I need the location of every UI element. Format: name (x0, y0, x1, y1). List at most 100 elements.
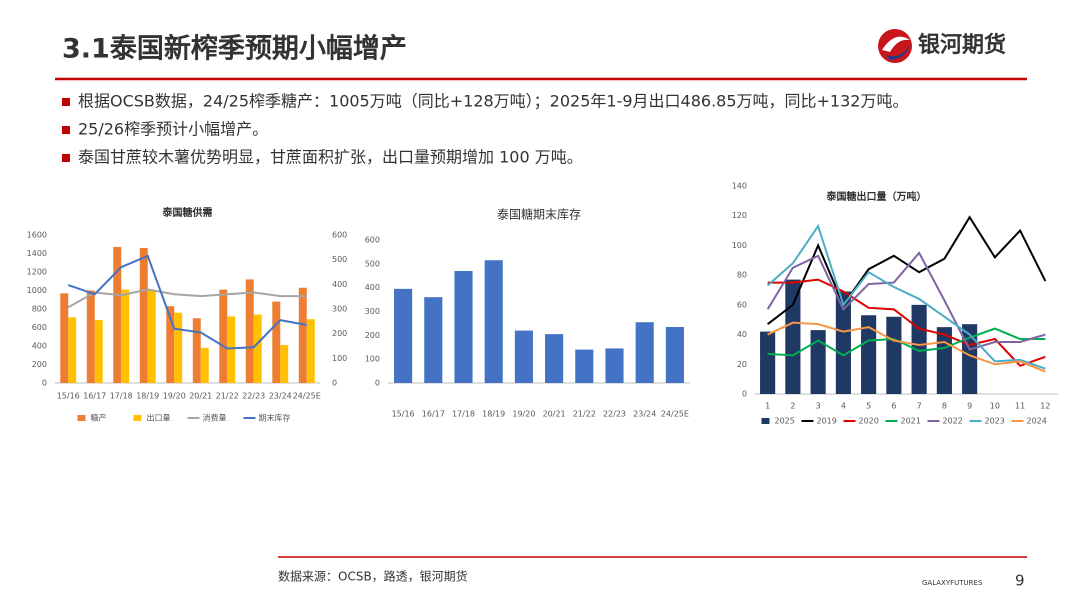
x-tick-label: 24/25E (293, 392, 321, 401)
x-tick-label: 15/16 (392, 410, 415, 419)
legend-swatch (761, 418, 770, 424)
bullet-list: 根据OCSB数据，24/25榨季糖产：1005万吨（同比+128万吨）；2025… (62, 92, 908, 167)
legend-label: 2023 (985, 417, 1005, 426)
legend-swatch (133, 415, 142, 421)
x-tick-label: 12 (1040, 402, 1050, 411)
bullet-marker (62, 154, 70, 162)
line-series (67, 288, 307, 309)
y-tick-label: 80 (737, 271, 747, 280)
x-tick-label: 24/25E (661, 410, 689, 419)
line-series (766, 223, 1046, 370)
bullet-text: 根据OCSB数据，24/25榨季糖产：1005万吨（同比+128万吨）；2025… (78, 92, 908, 111)
bar (911, 304, 927, 394)
x-tick-label: 22/23 (603, 410, 626, 419)
slide-title: 3.1泰国新榨季预期小幅增产 (62, 33, 407, 65)
bar (886, 316, 902, 394)
chart: 泰国糖期末库存 0 100 200 300 400 500 600 15/16 16/17 17/1… (365, 207, 690, 419)
bar (60, 293, 69, 383)
y-tick-label: 0 (742, 390, 747, 399)
bar (94, 320, 103, 383)
x-tick-label: 16/17 (422, 410, 445, 419)
bar (454, 270, 473, 383)
legend-swatch (77, 415, 86, 421)
legend-label: 出口量 (147, 413, 171, 423)
legend-label: 2024 (1027, 417, 1047, 426)
x-tick-label: 21/22 (216, 392, 239, 401)
x-tick-label: 7 (917, 402, 922, 411)
y-tick-label: 1200 (27, 268, 47, 277)
x-tick-label: 20/21 (543, 410, 566, 419)
y-tick-label: 800 (32, 305, 47, 314)
bar (394, 288, 413, 383)
bar (139, 247, 148, 383)
legend-label: 期末库存 (259, 413, 291, 423)
y-tick-label: 1400 (27, 249, 47, 258)
y2-tick-label: 300 (332, 305, 347, 314)
bar (200, 347, 209, 383)
y-tick-label: 600 (365, 236, 380, 245)
y-tick-label: 200 (32, 360, 47, 369)
x-tick-label: 18/19 (482, 410, 505, 419)
y2-tick-label: 0 (332, 379, 337, 388)
x-tick-label: 21/22 (573, 410, 596, 419)
legend-label: 2022 (943, 417, 963, 426)
bar (253, 314, 262, 383)
bar (810, 330, 826, 394)
legend-label: 2020 (859, 417, 879, 426)
y-tick-label: 140 (732, 182, 747, 191)
x-tick-label: 17/18 (110, 392, 133, 401)
line-series (767, 327, 1046, 357)
y-tick-label: 1000 (27, 286, 47, 295)
bar (298, 287, 307, 383)
line-series (767, 278, 1046, 367)
line-series (767, 215, 1047, 325)
y-tick-label: 500 (365, 259, 380, 268)
bullet-marker (62, 126, 70, 134)
logo-icon (878, 29, 912, 63)
bar (86, 290, 95, 383)
bar (192, 318, 201, 383)
source-note: 数据来源：OCSB，路透，银河期货 (278, 569, 468, 584)
y-tick-label: 400 (32, 342, 47, 351)
y-tick-label: 100 (365, 355, 380, 364)
x-tick-label: 9 (967, 402, 972, 411)
charts: 泰国糖供需02004006008001000120014001600010020… (27, 182, 1058, 426)
bar (424, 297, 443, 383)
bar (174, 312, 183, 383)
x-tick-label: 19/20 (163, 392, 186, 401)
x-tick-label: 22/23 (242, 392, 265, 401)
x-tick-label: 1 (765, 402, 770, 411)
bar (227, 316, 236, 383)
bar (605, 348, 624, 383)
x-tick-label: 3 (816, 402, 821, 411)
bullet-text: 泰国甘蔗较木薯优势明显，甘蔗面积扩张，出口量预期增加 100 万吨。 (78, 148, 583, 167)
bar (484, 260, 503, 383)
y2-tick-label: 400 (332, 280, 347, 289)
y2-tick-label: 600 (332, 231, 347, 240)
bar (635, 322, 654, 383)
y2-tick-label: 500 (332, 255, 347, 264)
y-tick-label: 120 (732, 211, 747, 220)
bar (245, 279, 254, 383)
y-tick-label: 100 (732, 241, 747, 250)
y-tick-label: 600 (32, 323, 47, 332)
chart-title: 泰国糖供需 (162, 206, 213, 219)
y-tick-label: 60 (737, 300, 747, 309)
logo-text: 银河期货 (918, 32, 1006, 58)
bar (68, 317, 77, 383)
chart: 泰国糖供需 0 200 400 600 800 1000 1200 1400 1600 0 100 20… (27, 206, 348, 423)
bar (665, 326, 684, 383)
bar (166, 306, 175, 383)
chart-title: 泰国糖出口量（万吨） (826, 190, 927, 203)
x-tick-label: 19/20 (512, 410, 535, 419)
page-number: 9 (1015, 572, 1025, 590)
x-tick-label: 11 (1015, 402, 1025, 411)
bar (113, 247, 122, 383)
x-tick-label: 16/17 (83, 392, 106, 401)
x-tick-label: 17/18 (452, 410, 475, 419)
y-tick-label: 400 (365, 283, 380, 292)
bullet-marker (62, 98, 70, 106)
legend-label: 2021 (901, 417, 921, 426)
